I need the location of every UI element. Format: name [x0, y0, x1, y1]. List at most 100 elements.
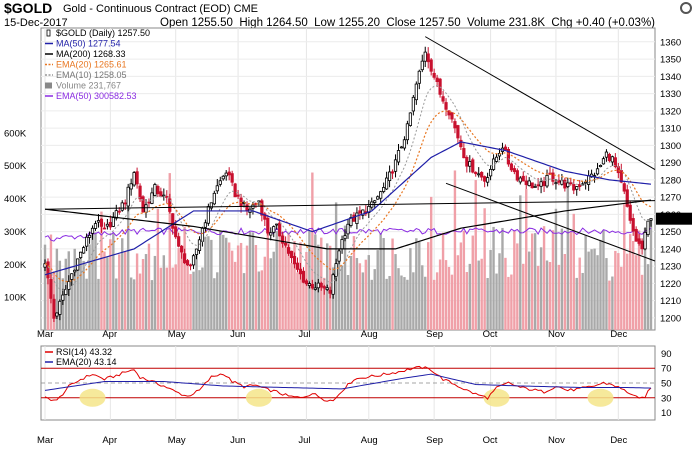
volume-tick-label: 400K	[4, 194, 27, 205]
volume-bar	[370, 279, 373, 330]
volume-bar	[510, 274, 513, 330]
candle-body	[105, 223, 109, 227]
volume-bar	[302, 280, 305, 330]
volume-bar	[596, 255, 599, 330]
price-tick-label: 1300	[660, 141, 681, 152]
rsi-legend-label: EMA(20) 43.14	[56, 357, 117, 367]
month-label-top: Apr	[102, 329, 117, 340]
ema20-line	[44, 110, 652, 283]
volume-bar	[337, 249, 341, 330]
volume-bar	[611, 276, 614, 330]
volume-tick-label: 200K	[4, 260, 27, 271]
candle-body	[144, 204, 148, 213]
candle-body	[292, 256, 297, 265]
candle-body	[414, 83, 418, 101]
volume-bar	[109, 239, 112, 330]
rsi-line	[44, 365, 652, 402]
candle-body	[90, 227, 95, 234]
volume-bar	[593, 248, 596, 330]
candle-body	[551, 172, 555, 182]
price-tick-label: 1270	[660, 193, 681, 204]
volume-bar	[637, 230, 641, 330]
volume-bar	[397, 268, 400, 330]
month-label-bottom: Nov	[548, 435, 565, 446]
trendline	[44, 200, 656, 210]
volume-bar	[629, 234, 632, 330]
trendline	[445, 182, 656, 262]
candle-body	[462, 148, 466, 159]
candle-body	[331, 274, 335, 295]
volume-bar	[204, 236, 207, 330]
candle-body	[382, 187, 386, 192]
volume-bar	[501, 227, 504, 330]
candle-body	[622, 183, 626, 192]
candle-body	[625, 189, 629, 207]
month-label-bottom: Jul	[298, 435, 310, 446]
candle-body	[459, 139, 463, 148]
candle-body	[272, 226, 276, 233]
candle-body	[575, 186, 579, 190]
volume-bar	[186, 265, 189, 330]
candle-body	[491, 158, 496, 170]
price-tick-label: 1290	[660, 158, 681, 169]
volume-bar	[447, 266, 451, 330]
candle-body	[183, 253, 187, 264]
volume-bar	[129, 277, 133, 330]
candle-body	[515, 170, 519, 181]
candle-body	[197, 239, 202, 251]
price-tick-label: 1340	[660, 72, 681, 83]
volume-bar	[290, 262, 293, 330]
volume-bar	[406, 279, 409, 330]
candle-body	[346, 223, 350, 235]
volume-bar	[216, 272, 219, 330]
volume-bar	[409, 248, 412, 330]
volume-bar	[340, 265, 344, 330]
volume-bar	[165, 267, 168, 330]
candle-body	[239, 197, 243, 207]
candle-body	[224, 172, 228, 177]
trendline	[424, 36, 656, 170]
volume-bar	[210, 239, 213, 330]
candle-body	[640, 240, 644, 250]
volume-bar	[507, 276, 510, 330]
volume-bar	[346, 275, 350, 330]
candle-body	[405, 123, 410, 141]
volume-bar	[349, 255, 353, 330]
rsi-tick-label: 50	[661, 379, 672, 390]
candle-body	[93, 223, 98, 229]
candle-body	[132, 172, 136, 186]
volume-bar	[587, 251, 590, 330]
volume-bar	[299, 242, 302, 330]
volume-bar	[542, 226, 546, 330]
volume-bar	[180, 247, 183, 330]
gear-icon[interactable]	[680, 2, 692, 14]
candle-body	[275, 223, 279, 226]
candle-body	[557, 179, 561, 183]
candle-body	[393, 159, 398, 172]
legend-label: $GOLD (Daily) 1257.50	[56, 28, 150, 38]
volume-bar	[373, 269, 376, 330]
volume-bar	[162, 255, 166, 330]
legend-label: EMA(50) 300582.53	[56, 91, 137, 101]
candle-body	[385, 177, 389, 190]
month-label-top: Jul	[298, 329, 310, 340]
volume-bar	[617, 253, 620, 330]
candle-body	[607, 153, 612, 162]
high-value: 1264.50	[266, 17, 308, 29]
candle-body	[468, 161, 472, 167]
candle-body	[450, 112, 454, 120]
volume-bar	[201, 267, 204, 330]
volume-bar	[474, 180, 477, 330]
volume-bar	[575, 277, 578, 330]
volume-bar	[70, 274, 73, 330]
candle-body	[337, 250, 341, 262]
candle-body	[266, 217, 270, 234]
rsi-ema-line	[44, 373, 652, 391]
volume-bar	[394, 254, 397, 330]
volume-bar	[530, 233, 534, 330]
candle-body	[147, 201, 151, 204]
oversold-highlight	[79, 388, 106, 407]
oversold-highlight	[483, 388, 510, 407]
volume-bar	[453, 170, 457, 330]
volume-bar	[275, 231, 278, 330]
